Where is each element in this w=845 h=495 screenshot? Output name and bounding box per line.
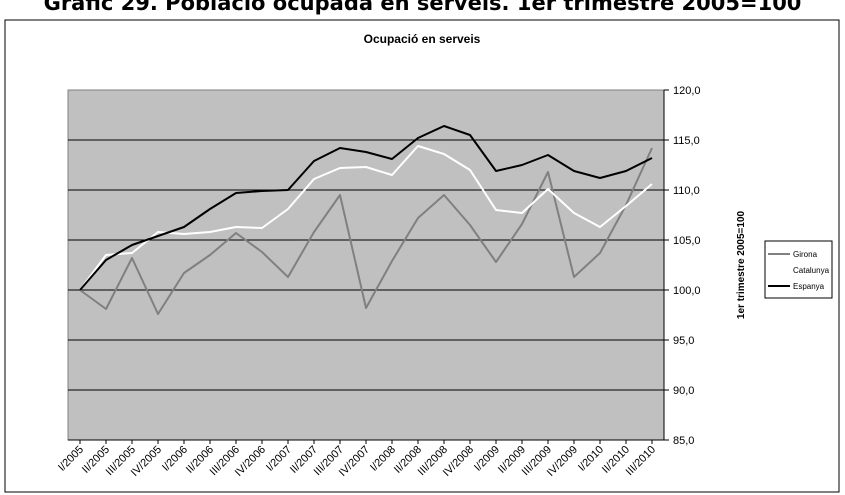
legend-label: Espanya (793, 282, 825, 291)
series-line-espanya (79, 125, 653, 291)
y-tick-label: 95,0 (673, 335, 694, 347)
legend-label: Girona (793, 250, 818, 259)
y-tick-label: 120,0 (673, 85, 701, 97)
series-lines (79, 125, 653, 315)
y-tick-label: 90,0 (673, 385, 694, 397)
page-heading: Gràfic 29. Població ocupada en serveis. … (43, 0, 802, 15)
y-axis-label: 1er trimestre 2005=100 (736, 210, 747, 319)
y-tick-label: 85,0 (673, 435, 694, 447)
y-tick-label: 115,0 (673, 135, 700, 147)
legend: Girona Catalunya Espanya (764, 240, 833, 299)
y-tick-label: 100,0 (673, 285, 701, 297)
series-line-girona (79, 147, 653, 315)
chart-title: Ocupació en serveis (364, 32, 481, 46)
legend-label: Catalunya (793, 266, 830, 275)
y-tick-label: 105,0 (673, 235, 701, 247)
series-line-catalunya (79, 145, 653, 291)
plot-area (67, 89, 665, 441)
y-axis: 85,0 90,0 95,0 100,0 105,0 110,0 115,0 120,0 (663, 85, 701, 447)
y-tick-label: 110,0 (673, 185, 700, 197)
